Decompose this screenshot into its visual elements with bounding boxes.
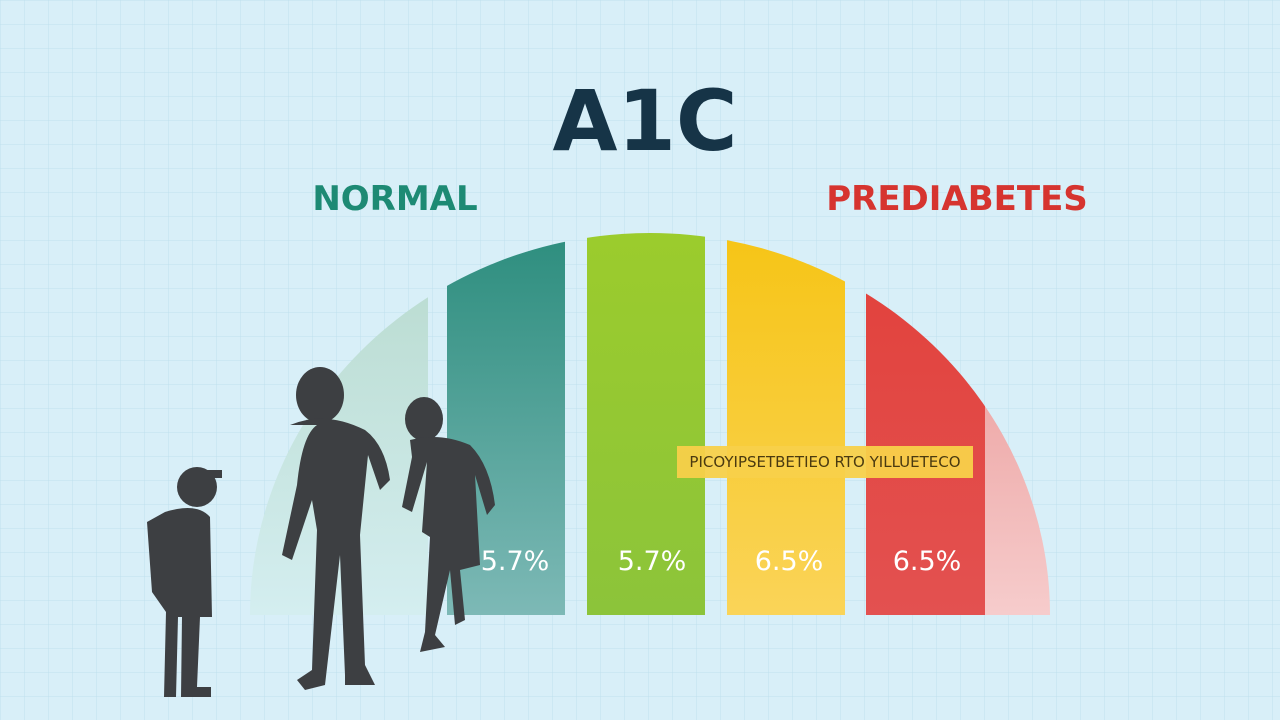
banner-text: PICOYIPSETBETIEO RTO YILLUETECO	[689, 453, 960, 471]
boy-silhouette	[402, 397, 495, 652]
adult-silhouette	[282, 367, 390, 690]
bar-label: 6.5%	[755, 546, 824, 577]
bar-label: 6.5%	[893, 546, 962, 577]
gauge-segment	[587, 233, 705, 615]
banner-box	[677, 446, 973, 478]
child-silhouette	[147, 467, 222, 697]
gauge-segment	[727, 233, 845, 615]
title: A1C	[552, 72, 737, 170]
bar-label: 5.7%	[618, 546, 687, 577]
bar-label: 5.7%	[481, 546, 550, 577]
zone-prediabetes: PREDIABETES	[826, 179, 1088, 219]
silhouettes	[147, 367, 495, 697]
zone-normal: NORMAL	[312, 179, 477, 219]
